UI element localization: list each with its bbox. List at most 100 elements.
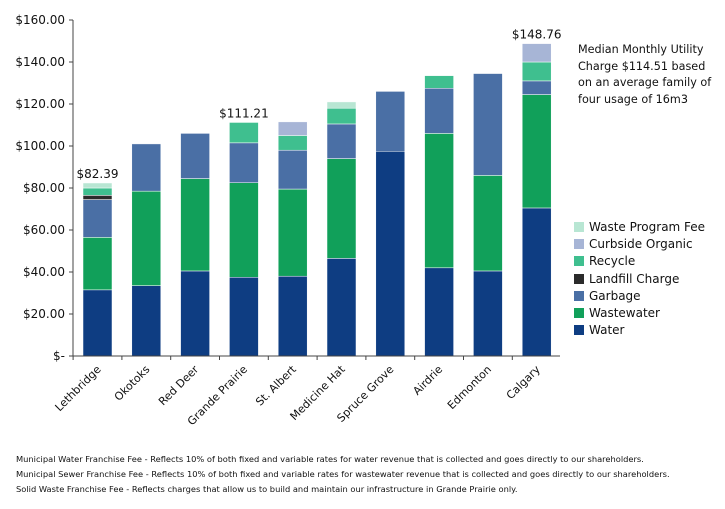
bar-segment bbox=[326, 101, 357, 109]
footnotes: Municipal Water Franchise Fee - Reflects… bbox=[16, 452, 670, 497]
legend-item: Landfill Charge bbox=[574, 270, 705, 287]
bar-segment bbox=[131, 143, 162, 192]
total-label: $148.76 bbox=[512, 28, 562, 42]
median-note: Median Monthly Utility Charge $114.51 ba… bbox=[578, 43, 712, 106]
legend-label: Recycle bbox=[589, 254, 636, 269]
y-tick-label: $40.00 bbox=[23, 265, 65, 279]
bar-segment bbox=[424, 267, 454, 357]
bar-segment bbox=[180, 133, 210, 179]
bar-stack bbox=[424, 75, 454, 357]
bar-segment bbox=[82, 195, 113, 200]
y-tick-label: $160.00 bbox=[15, 13, 65, 27]
x-tick-label: St. Albert bbox=[253, 362, 299, 408]
y-tick-label: $60.00 bbox=[23, 223, 65, 237]
legend-label: Curbside Organic bbox=[589, 236, 693, 251]
legend-label: Waste Program Fee bbox=[589, 219, 706, 234]
total-label: $82.39 bbox=[77, 167, 119, 181]
bar-segment bbox=[521, 94, 552, 209]
legend-label: Water bbox=[589, 323, 625, 338]
y-tick-label: $- bbox=[53, 349, 65, 363]
bar-segment bbox=[424, 75, 454, 89]
bar-segment bbox=[82, 289, 113, 357]
bar-stack bbox=[473, 73, 503, 357]
bar-segment bbox=[131, 190, 162, 286]
bar-segment bbox=[521, 80, 552, 95]
bar-segment bbox=[82, 182, 113, 189]
x-tick-label: Airdrie bbox=[410, 363, 445, 398]
bar-stack bbox=[82, 182, 113, 357]
bar-segment bbox=[521, 61, 552, 82]
footnote-sewer: Municipal Sewer Franchise Fee - Reflects… bbox=[16, 469, 670, 479]
y-tick-label: $100.00 bbox=[15, 139, 65, 153]
bar-segment bbox=[326, 258, 357, 357]
x-tick-label: Edmonton bbox=[445, 363, 494, 412]
bar-segment bbox=[82, 199, 113, 238]
total-labels: $82.39 $111.21 $148.76 bbox=[77, 28, 562, 181]
y-tick-label: $140.00 bbox=[15, 55, 65, 69]
y-axis: $- $20.00 $40.00 $60.00 $80.00 $100.00 $120.00… bbox=[15, 13, 74, 363]
footnote-water: Municipal Water Franchise Fee - Reflects… bbox=[16, 454, 644, 464]
bar-segment bbox=[473, 175, 503, 272]
legend-label: Landfill Charge bbox=[589, 271, 680, 286]
legend-label: Garbage bbox=[589, 288, 641, 303]
bar-stack bbox=[375, 91, 406, 357]
legend-swatch bbox=[574, 290, 584, 301]
bar-stack bbox=[277, 121, 308, 357]
legend-label: Wastewater bbox=[589, 306, 660, 321]
bar-segment bbox=[277, 121, 308, 136]
bar-segment bbox=[375, 91, 406, 152]
bar-stack bbox=[131, 143, 162, 357]
bar-segment bbox=[473, 270, 503, 357]
bar-segment bbox=[180, 270, 210, 357]
bar-segment bbox=[521, 207, 552, 357]
bar-segment bbox=[131, 285, 162, 357]
bar-segment bbox=[229, 142, 259, 184]
bar-segment bbox=[424, 133, 454, 269]
bar-segment bbox=[473, 73, 503, 176]
bar-stack bbox=[521, 43, 552, 357]
bar-segment bbox=[277, 135, 308, 151]
bar-stack bbox=[326, 101, 357, 357]
footnote-solid-waste: Solid Waste Franchise Fee - Reflects cha… bbox=[16, 484, 518, 494]
legend-item: Curbside Organic bbox=[574, 235, 705, 252]
legend-item: Garbage bbox=[574, 287, 705, 304]
bar-segment bbox=[326, 107, 357, 125]
bar-segment bbox=[424, 88, 454, 134]
bar-segment bbox=[277, 149, 308, 190]
bar-segment bbox=[277, 188, 308, 277]
bar-segment bbox=[180, 178, 210, 272]
y-tick-label: $20.00 bbox=[23, 307, 65, 321]
bar-stack bbox=[229, 122, 259, 357]
legend-swatch bbox=[574, 221, 584, 232]
y-tick-label: $80.00 bbox=[23, 181, 65, 195]
bar-segment bbox=[82, 237, 113, 291]
legend: Waste Program Fee Curbside Organic Recycle… bbox=[574, 218, 705, 339]
bar-stack bbox=[180, 133, 210, 357]
bar-segment bbox=[82, 187, 113, 196]
legend-item: Recycle bbox=[574, 253, 705, 270]
legend-item: Wastewater bbox=[574, 304, 705, 321]
bar-segment bbox=[229, 182, 259, 278]
legend-item: Water bbox=[574, 322, 705, 339]
x-tick-label: Red Deer bbox=[156, 363, 202, 409]
x-tick-label: Calgary bbox=[504, 363, 543, 402]
legend-swatch bbox=[574, 308, 584, 319]
legend-swatch bbox=[574, 256, 584, 267]
legend-swatch bbox=[574, 325, 584, 336]
legend-swatch bbox=[574, 238, 584, 249]
total-label: $111.21 bbox=[219, 106, 269, 120]
bar-segment bbox=[326, 158, 357, 259]
bar-segment bbox=[229, 277, 259, 357]
stacked-bar-chart: $- $20.00 $40.00 $60.00 $80.00 $100.00 $120.00… bbox=[15, 13, 562, 428]
y-tick-label: $120.00 bbox=[15, 97, 65, 111]
bar-stacks bbox=[82, 43, 552, 357]
x-tick-label: Lethbridge bbox=[53, 363, 104, 414]
bar-segment bbox=[326, 123, 357, 159]
bar-segment bbox=[277, 275, 308, 357]
x-tick-label: Okotoks bbox=[112, 363, 153, 404]
bar-segment bbox=[521, 43, 552, 63]
legend-item: Waste Program Fee bbox=[574, 218, 705, 235]
bar-segment bbox=[375, 151, 406, 357]
bar-segment bbox=[229, 122, 259, 144]
